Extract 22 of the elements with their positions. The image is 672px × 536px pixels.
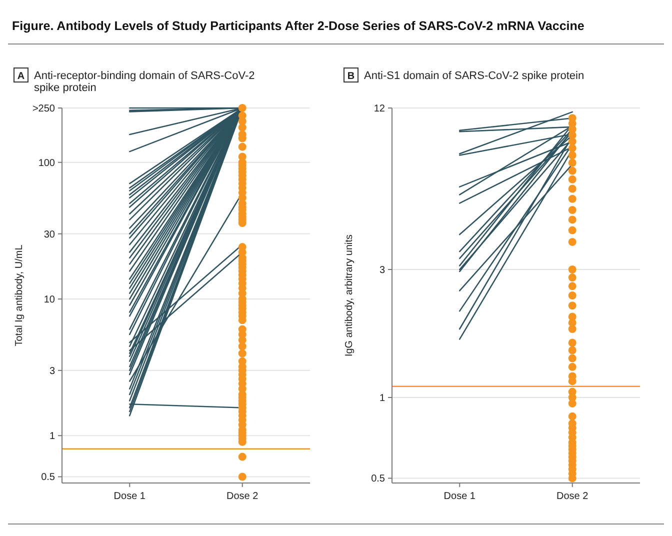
y-axis-title: Total Ig antibody, U/mL [14,244,25,346]
text: A [17,71,25,82]
y-tick-label: 0.5 [371,474,386,485]
text: B [347,71,355,82]
y-tick-label: 0.5 [41,472,56,484]
x-tick-label: Dose 2 [556,491,589,502]
chart-subtitle: Anti-S1 domain of SARS-CoV-2 spike protein [364,70,584,82]
y-tick-label: 30 [44,229,56,240]
chart-subtitle: Anti-receptor-binding domain of SARS-CoV-2 spike protein [34,70,255,94]
y-axis-title: IgG antibody, arbitrary units [344,234,355,357]
y-tick-label: 12 [374,104,386,114]
y-tick-label: 10 [44,294,56,306]
y-tick-label: 3 [49,366,56,377]
y-tick-label: 1 [49,431,56,442]
y-tick-label: 3 [379,265,386,276]
y-tick-label: 1 [379,392,386,404]
x-tick-label: Dose 1 [444,491,476,502]
x-tick-label: Dose 2 [226,491,259,502]
y-tick-label: 100 [38,158,56,169]
chart-title: Figure. Antibody Levels of Study Participants After 2-Dose Series of SARS-CoV-2 mRNA Vaccine [12,19,584,33]
y-tick-label: >250 [32,104,56,114]
x-tick-label: Dose 1 [114,491,146,502]
